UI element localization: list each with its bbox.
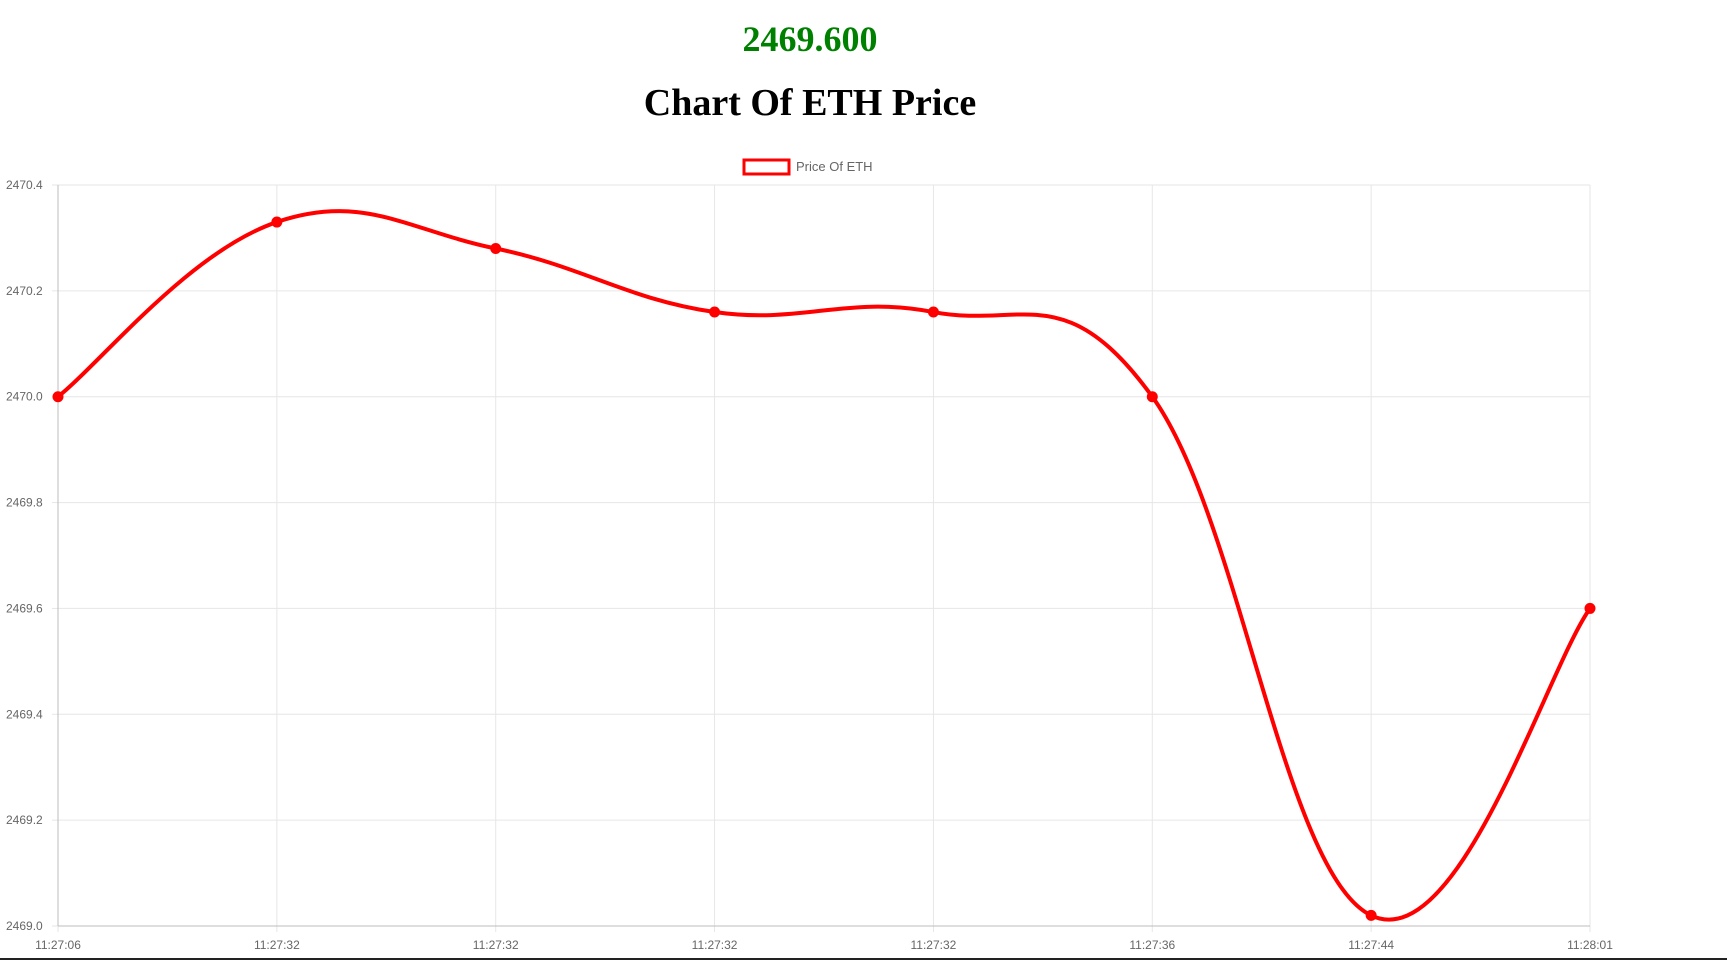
y-tick-label: 2470.4 (6, 178, 43, 192)
data-point (490, 243, 502, 255)
data-point (52, 391, 64, 403)
series-line-price-of-eth (56, 209, 1592, 922)
legend-label: Price Of ETH (796, 159, 873, 174)
x-tick-label: 11:27:32 (254, 938, 300, 952)
data-point (1146, 391, 1158, 403)
data-point (1365, 909, 1377, 921)
y-tick-label: 2469.0 (6, 919, 43, 933)
y-tick-label: 2469.6 (6, 601, 43, 615)
x-tick-label: 11:28:01 (1567, 938, 1613, 952)
current-price-value: 2469.600 (742, 19, 878, 59)
data-point (1584, 602, 1596, 614)
y-tick-label: 2469.4 (6, 707, 43, 721)
data-point (271, 216, 283, 228)
x-tick-label: 11:27:32 (911, 938, 957, 952)
y-tick-label: 2469.2 (6, 813, 43, 827)
bottom-divider (0, 958, 1727, 960)
x-tick-label: 11:27:44 (1348, 938, 1394, 952)
y-tick-label: 2470.2 (6, 284, 43, 298)
data-point (709, 306, 721, 318)
page-title: Chart Of ETH Price (643, 82, 977, 124)
x-tick-label: 11:27:06 (35, 938, 81, 952)
x-tick-label: 11:27:32 (473, 938, 519, 952)
x-tick-label: 11:27:32 (692, 938, 738, 952)
y-tick-label: 2470.0 (6, 390, 43, 404)
x-tick-label: 11:27:36 (1129, 938, 1175, 952)
legend-swatch (742, 158, 791, 176)
y-tick-label: 2469.8 (6, 496, 43, 510)
data-point (927, 306, 939, 318)
